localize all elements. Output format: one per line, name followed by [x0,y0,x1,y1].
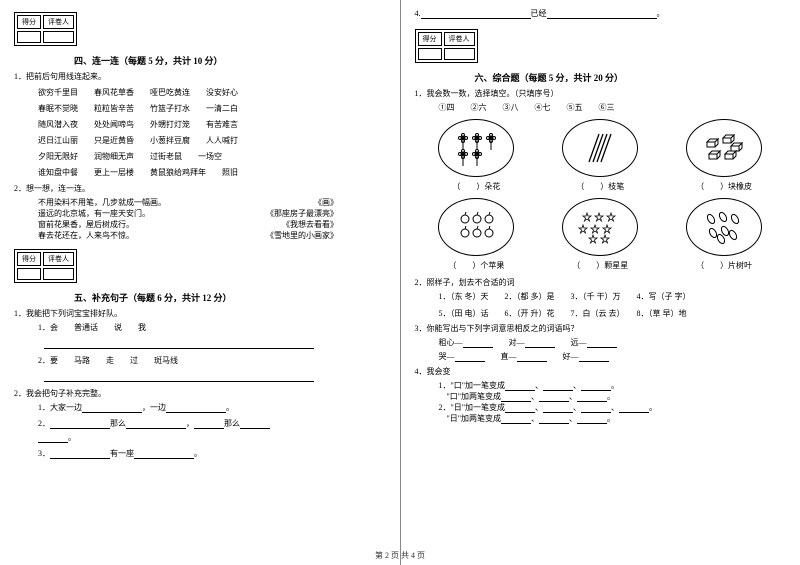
s6-q4-3: 2．"日"加一笔变成、、、。 [439,402,787,413]
s5-g2: 2．要 马路 走 过 斑马线 [38,355,386,366]
s6-q4: 4．我会变 [415,366,787,377]
erasers-icon [686,119,762,177]
score-box-4: 得分评卷人 [14,12,77,46]
blank-line [44,339,314,349]
s5-q2: 2．我会把句子补充完整。 [14,388,386,399]
s6-q4-1: 1．"口"加一笔变成、、。 [439,380,787,391]
s5-s1: 1．大家一边，一边。 [38,402,386,413]
stars-icon [562,198,638,256]
section6-title: 六、综合题（每题 5 分，共计 20 分） [475,71,787,84]
pic-row-1: （ ）朵花 （ ）枝笔 （ ）块橡皮 [415,119,787,192]
score-box-6: 得分评卷人 [415,29,478,63]
leaves-icon [686,198,762,256]
s5-g1: 1．会 普通话 说 我 [38,322,386,333]
section5-title: 五、补充句子（每题 6 分，共计 12 分） [74,291,386,304]
s6-q2: 2．照样子，划去不合适的词 [415,277,787,288]
blank-line [44,372,314,382]
s5-s2b: 。 [38,432,386,443]
s6-q2-r2: 5．（田 电）话 6．（开 升）花 7．白（云 去） 8．（草 早）地 [439,308,787,319]
s6-options: ①四 ②六 ③八 ④七 ⑤五 ⑥三 [439,102,787,113]
s6-q4-2: "口"加两笔变成、、。 [439,391,787,402]
s6-q3: 3．你能写出与下列字词意思相反之的词语吗？ [415,323,787,334]
apples-icon [438,198,514,256]
s6-q3-r2: 哭— 直— 好— [439,351,787,362]
section4-title: 四、连一连（每题 5 分，共计 10 分） [74,54,386,67]
s6-q1: 1．我会数一数，选择填空。（只填序号） [415,88,787,99]
s6-q3-r1: 粗心— 对— 远— [439,337,787,348]
pic-row-2: （ ）个苹果 （ ）颗星星 [415,198,787,271]
score-box-5: 得分评卷人 [14,249,77,283]
flowers-icon [438,119,514,177]
score-h2: 评卷人 [43,15,74,29]
s6-q2-r1: 1．（东 冬）天 2．（都 多）是 3．（千 干）万 4．写（子 字） [439,291,787,302]
s5-q1: 1．我能把下列词宝宝排好队。 [14,308,386,319]
top-fill: 4.已经。 [415,8,787,19]
s5-s2: 2．那么，那么 [38,418,386,429]
pencils-icon [562,119,638,177]
score-h1: 得分 [17,15,41,29]
s5-s3: 3．有一座。 [38,448,386,459]
s6-q4-4: "日"加两笔变成、、。 [439,413,787,424]
s4-match-rows: 欲穷千里目春风花草香哑巴吃黄连没安好心 春眠不觉晓粒粒皆辛苦竹篮子打水一清二白 … [14,87,386,178]
page-number: 第 2 页 共 4 页 [375,550,425,561]
s4-pairs: 不用染料不用笔，几步就成一幅画。《画》 遥远的北京城，有一座天安门。《那座房子最… [38,197,386,241]
s4-q2: 2．想一想，连一连。 [14,183,386,194]
s4-q1: 1．把前后句用线连起来。 [14,71,386,82]
